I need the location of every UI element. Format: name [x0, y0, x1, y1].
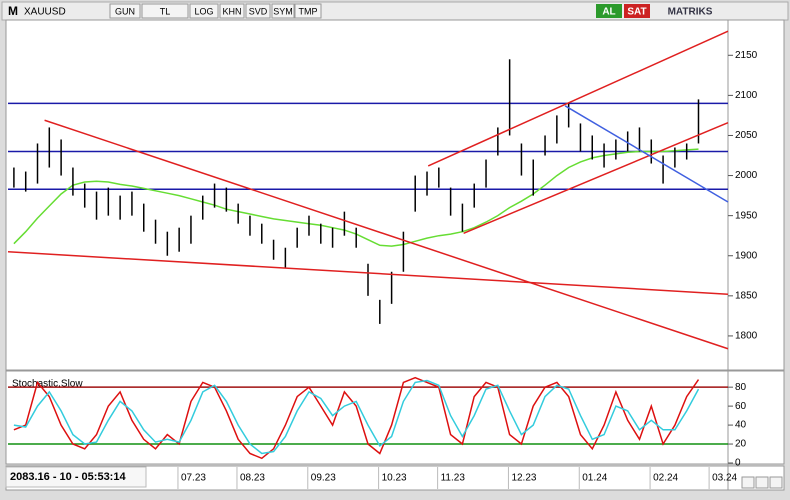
brand: MATRIKS [668, 7, 713, 18]
toolbar-button[interactable] [245, 3, 271, 19]
trend-line [44, 119, 729, 350]
x-tick-label: 08.23 [240, 473, 265, 484]
toolbar-button[interactable] [141, 3, 189, 19]
stochastic-line [13, 376, 700, 460]
trend-line [7, 250, 729, 295]
toolbar-button-label: LOG [194, 6, 213, 16]
toolbar-button[interactable] [109, 3, 141, 19]
status-box [5, 466, 147, 488]
y-tick-label: 1900 [735, 250, 758, 261]
stochastic-line [13, 379, 700, 455]
x-tick-label: 09.23 [311, 473, 336, 484]
trend-line [564, 105, 729, 203]
x-tick-label: 02.24 [653, 473, 678, 484]
scroll-left[interactable] [755, 476, 769, 489]
indicator-title: Stochastic,Slow [12, 379, 83, 390]
x-tick-label: 12.23 [511, 473, 536, 484]
symbol: XAUUSD [24, 7, 66, 18]
y-tick-label: 2150 [735, 50, 758, 61]
y-tick-label: 80 [735, 382, 747, 393]
x-tick-label: 10.23 [382, 473, 407, 484]
x-tick-label: 03.24 [712, 473, 737, 484]
y-tick-label: 20 [735, 439, 747, 450]
toolbar-button[interactable] [189, 3, 219, 19]
toolbar-button-label: TL [160, 6, 171, 16]
x-tick-label: 01.24 [582, 473, 607, 484]
y-tick-label: 60 [735, 401, 747, 412]
toolbar-button[interactable] [294, 3, 322, 19]
y-tick-label: 2000 [735, 170, 758, 181]
main-panel [5, 19, 785, 371]
toolbar-button[interactable] [271, 3, 295, 19]
status-text: 2083.16 - 10 - 05:53:14 [10, 471, 126, 483]
trend-line [463, 121, 729, 234]
x-tick-label: 11.23 [441, 473, 466, 484]
action-button[interactable] [624, 4, 650, 18]
action-label: AL [602, 7, 615, 18]
y-tick-label: 0 [735, 458, 741, 469]
scroll-right[interactable] [769, 476, 783, 489]
action-button[interactable] [596, 4, 622, 18]
y-tick-label: 2100 [735, 90, 758, 101]
action-label: SAT [627, 7, 646, 18]
toolbar-button-label: SVD [249, 6, 268, 16]
y-tick-label: 1850 [735, 290, 758, 301]
stochastic-panel [5, 370, 785, 465]
toolbar-button[interactable] [219, 3, 245, 19]
y-tick-label: 1800 [735, 331, 758, 342]
zoom-button[interactable] [741, 476, 755, 489]
trend-line [427, 30, 729, 167]
toolbar-button-label: GUN [115, 6, 135, 16]
toolbar-button-label: KHN [222, 6, 241, 16]
y-tick-label: 40 [735, 420, 747, 431]
toolbar-button-label: SYM [273, 6, 293, 16]
y-tick-label: 1950 [735, 210, 758, 221]
y-tick-label: 2050 [735, 130, 758, 141]
x-tick-label: 07.23 [181, 473, 206, 484]
toolbar-prefix: M [8, 4, 18, 18]
toolbar-button-label: TMP [299, 6, 318, 16]
